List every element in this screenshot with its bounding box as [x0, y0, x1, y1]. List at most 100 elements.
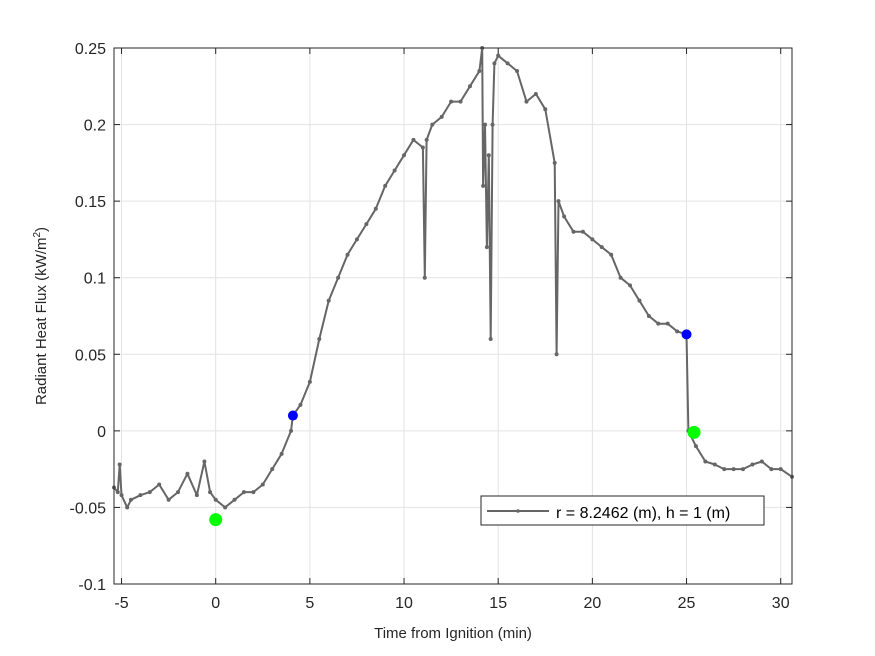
series-point	[590, 237, 595, 242]
series-point	[345, 252, 350, 257]
series-point	[147, 490, 152, 495]
series-point	[289, 428, 294, 433]
y-axis-label-main: Radiant Heat Flux (kW/m	[33, 238, 50, 406]
green-marker	[209, 513, 223, 527]
series-point	[554, 352, 559, 357]
y-tick-label: -0.1	[78, 577, 106, 594]
series-point	[496, 53, 501, 58]
series-point	[609, 252, 614, 257]
series-point	[185, 471, 190, 476]
series-point	[336, 275, 341, 280]
series-point	[665, 321, 670, 326]
series-point	[741, 467, 746, 472]
series-point	[533, 91, 538, 96]
series-point	[693, 444, 698, 449]
series-point	[490, 122, 495, 127]
x-tick-label: 0	[211, 595, 220, 612]
series-point	[138, 493, 143, 498]
series-point	[176, 490, 181, 495]
series-point	[260, 482, 265, 487]
green-marker	[687, 425, 701, 439]
series-point	[543, 107, 548, 112]
series-point	[580, 229, 585, 234]
series-point	[505, 61, 510, 66]
series-point	[477, 68, 482, 73]
series-point	[317, 336, 322, 341]
series-point	[712, 462, 717, 467]
series-point	[618, 275, 623, 280]
y-axis-label: Radiant Heat Flux (kW/m2)	[32, 227, 50, 405]
series-point	[251, 490, 256, 495]
series-point	[571, 229, 576, 234]
series-point	[562, 214, 567, 219]
series-point	[115, 490, 120, 495]
series-point	[208, 490, 213, 495]
x-tick-label: 30	[772, 595, 790, 612]
series-point	[769, 467, 774, 472]
series-point	[599, 245, 604, 250]
series-point	[515, 68, 520, 73]
series-point	[484, 245, 489, 250]
series-point	[119, 493, 124, 498]
series-point	[270, 467, 275, 472]
legend-marker-sample	[516, 509, 520, 513]
y-tick-label: 0.15	[75, 194, 106, 211]
series-point	[483, 122, 488, 127]
series-point	[424, 137, 429, 142]
series-point	[223, 505, 228, 510]
x-tick-label: 25	[678, 595, 696, 612]
series-point	[628, 283, 633, 288]
series-point	[128, 497, 133, 502]
legend[interactable]: r = 8.2462 (m), h = 1 (m)	[480, 495, 765, 526]
series-point	[458, 99, 463, 104]
series-point	[492, 61, 497, 66]
series-point	[439, 114, 444, 119]
series-point	[241, 490, 246, 495]
series-point	[722, 467, 727, 472]
series-point	[383, 183, 388, 188]
grid	[114, 47, 792, 585]
x-tick-label: 20	[583, 595, 601, 612]
series-point	[117, 462, 122, 467]
x-tick-label: 10	[395, 595, 413, 612]
y-axis-label-end: )	[33, 227, 50, 232]
series-point	[422, 275, 427, 280]
series-point	[552, 160, 557, 165]
series-point	[486, 153, 491, 158]
series-point	[524, 99, 529, 104]
series-point	[731, 467, 736, 472]
blue-marker	[681, 329, 692, 340]
x-tick-label: 15	[489, 595, 507, 612]
y-tick-label: 0.1	[84, 271, 106, 288]
blue-marker	[287, 410, 298, 421]
series-point	[194, 493, 199, 498]
series-point	[637, 298, 642, 303]
series-point	[703, 459, 708, 464]
series-point	[420, 145, 425, 150]
x-tick-label: 5	[305, 595, 314, 612]
y-tick-label: 0	[97, 424, 106, 441]
y-tick-label: 0.25	[75, 41, 106, 58]
series-point	[481, 183, 486, 188]
series-point	[675, 329, 680, 334]
series-point	[778, 467, 783, 472]
series-point	[556, 199, 561, 204]
series-point	[411, 137, 416, 142]
series-point	[750, 462, 755, 467]
plot-area-border	[113, 47, 793, 585]
series-point	[326, 298, 331, 303]
series-point	[646, 314, 651, 318]
series-point	[364, 222, 369, 227]
y-tick-label: -0.05	[70, 500, 107, 517]
series-point	[449, 99, 454, 104]
series-point	[759, 459, 764, 464]
y-tick-label: 0.05	[75, 347, 106, 364]
series-point	[202, 459, 207, 464]
legend-entry-label: r = 8.2462 (m), h = 1 (m)	[556, 505, 730, 522]
y-axis-label-sup: 2	[32, 232, 43, 238]
series-point	[488, 336, 493, 341]
series-point	[373, 206, 378, 211]
x-tick-label: -5	[114, 595, 128, 612]
x-axis-label: Time from Ignition (min)	[374, 625, 532, 642]
